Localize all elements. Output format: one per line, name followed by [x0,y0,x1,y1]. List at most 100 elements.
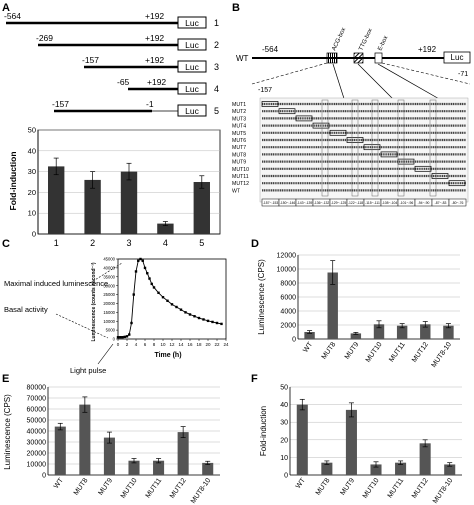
data-point [148,277,151,280]
f-ylabel: Fold-induction [259,406,268,456]
data-point [134,270,138,273]
x-tick-label: 8 [153,342,156,347]
data-point [128,333,131,336]
bar [157,223,174,234]
sequence-row-label: MUT10 [232,167,249,173]
sequence-row-label: MUT3 [232,116,246,122]
x-tick-label: 4 [135,342,138,347]
y-tick-label: 80000 [27,385,47,392]
construct-4-luc-box [177,82,207,95]
data-point [143,266,147,270]
panel-a-ylabel: Fold-induction [8,151,18,210]
y-tick-label: 50 [28,126,36,135]
panel-a-letter: A [2,2,10,14]
segment-label: -87~-83 [435,201,447,205]
bar [54,426,66,475]
bar [327,272,338,339]
x-tick-label: MUT8 [73,477,90,497]
mutation-highlight [346,137,364,143]
sequence-row-label: MUT8 [232,152,246,158]
segment-cell [448,198,467,207]
sequence-row-label: MUT9 [232,160,246,166]
c-ylabel: Luminescence (counts second⁻¹) [91,262,97,341]
construct-1-luc: Luc [185,18,199,28]
b-zoom-end: -71 [458,71,468,78]
data-point [139,257,142,261]
y-tick-label: 0 [32,230,36,239]
x-tick-label: 18 [196,342,202,347]
construct-3-luc: Luc [185,62,199,72]
data-point [211,320,214,324]
conserved-column [321,99,329,197]
data-point [170,303,174,306]
b-sequence-rows: MUT1MUT2MUT3MUT4MUT5MUT6MUT7MUT8MUT9MUT1… [232,99,466,197]
bar [345,409,357,475]
y-tick-label: 30 [280,420,288,427]
x-tick-label: MUT9 [344,341,361,361]
x-tick-label: 22 [214,342,220,347]
y-tick-label: 70000 [27,396,47,403]
mutation-highlight [329,129,347,136]
panel-e-letter: E [2,373,9,385]
segment-label: -115~-111 [365,201,380,205]
y-tick-label: 30000 [27,440,47,447]
b-start-label: -564 [262,45,279,54]
bar [420,324,431,339]
bar [193,182,210,234]
y-tick-label: 50000 [27,418,47,425]
b-luc-box [443,51,471,64]
construct-3-luc-box [177,60,207,73]
construct-1-start: -564 [4,11,21,21]
data-point [137,259,140,262]
c-annot-max: Maximal induced luminescence [4,279,108,288]
panel-a-chart: 0 10 20 30 40 50 1 2 3 4 5 [28,126,221,248]
y-tick-label: 10000 [277,267,297,274]
panel-c-chart: 0 5000 10000 15000 20000 25000 30000 35000 40000… [103,257,229,347]
bar [444,464,456,475]
panel-d-letter: D [251,238,259,250]
panel-b-diagram: -564 +192 WT Luc ACG-box TTG-box E-box -… [232,27,471,207]
x-tick-label: MUT8 [315,477,332,497]
segment-label: -129~-125 [331,201,347,205]
bar [48,166,65,234]
sequence-row-label: MUT6 [232,138,246,144]
construct-2-start: -269 [36,33,53,43]
sequence-row-label: MUT4 [232,124,246,130]
c-arrow-basal [55,313,109,339]
x-tick-label: 10 [160,342,166,347]
data-point [166,299,169,302]
bar [396,325,408,339]
x-tick-label: MUT10 [365,341,384,364]
c-annot-light: Light pulse [70,366,106,375]
bar [395,462,407,475]
series-line [118,258,222,338]
x-tick-label: WT [295,477,307,491]
segment-label: -143~-139 [297,201,313,205]
bar [350,333,362,339]
x-tick-label: 0 [117,342,120,347]
b-wt-label: WT [236,54,249,63]
bar [103,437,115,475]
conserved-column [351,99,359,197]
data-point [152,286,156,289]
construct-2-luc-box [177,38,207,51]
data-point [215,321,219,325]
y-tick-label: 20 [28,188,36,197]
data-point [197,316,201,320]
x-tick-label: 20 [205,342,211,347]
data-point [132,293,135,296]
b-luc-label: Luc [451,53,464,62]
y-tick-label: 45000 [103,257,115,262]
y-tick-label: 35000 [103,274,115,279]
e-ylabel: Luminescence (CPS) [3,394,12,470]
y-tick-label: 10 [28,209,36,218]
c-arrow-max [89,262,123,284]
y-tick-label: 10000 [27,462,47,469]
b-segment-row: -157~-153 -150~-146 -143~-139 -136~-132 -129… [261,198,467,207]
bar [443,325,454,339]
construct-5-start: -157 [52,99,69,109]
x-tick-label: 2 [126,342,129,347]
sequence-row-label: MUT5 [232,131,246,137]
